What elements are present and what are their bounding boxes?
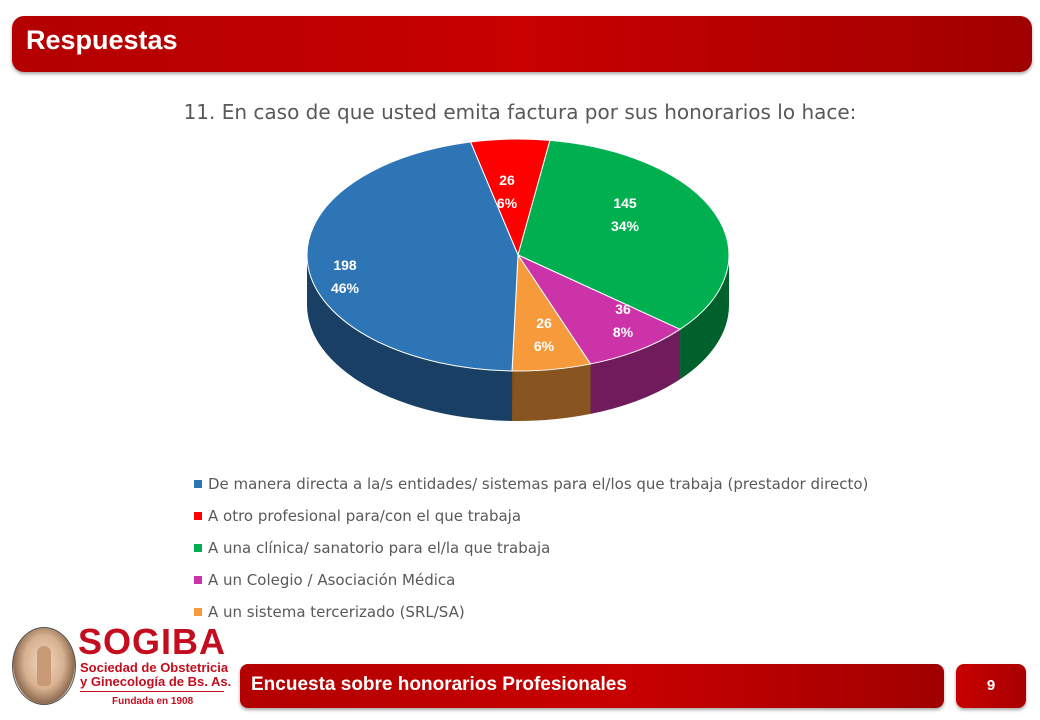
legend-item: A un sistema tercerizado (SRL/SA): [194, 596, 868, 628]
legend-swatch: [194, 544, 202, 552]
sogiba-logo: SOGIBA Sociedad de Obstetricia y Ginecol…: [10, 621, 240, 713]
logo-subtitle-line1: Sociedad de Obstetricia: [80, 660, 229, 675]
header-title: Respuestas: [26, 25, 178, 55]
legend-swatch: [194, 512, 202, 520]
legend-swatch: [194, 608, 202, 616]
legend-label: A otro profesional para/con el que traba…: [208, 507, 522, 525]
data-label-value-2: 145: [613, 195, 637, 211]
data-label-value-1: 26: [499, 172, 515, 188]
legend-label: De manera directa a la/s entidades/ sist…: [208, 475, 869, 493]
legend-item: A un Colegio / Asociación Médica: [194, 564, 868, 596]
data-label-percent-3: 8%: [613, 324, 634, 340]
legend-label: A una clínica/ sanatorio para el/la que …: [208, 539, 551, 557]
logo-divider: [80, 691, 224, 692]
pie-side-4: [512, 363, 591, 421]
legend-swatch: [194, 576, 202, 584]
data-label-value-0: 198: [333, 257, 357, 273]
data-label-percent-1: 6%: [497, 195, 518, 211]
data-label-percent-2: 34%: [611, 218, 640, 234]
footer-title: Encuesta sobre honorarios Profesionales: [251, 674, 627, 695]
pie-slice-0: [306, 141, 519, 372]
pie-slice-2: [517, 139, 730, 330]
pie-side-0: [307, 255, 513, 421]
pie-side-2: [680, 255, 729, 380]
data-label-value-4: 26: [536, 315, 552, 331]
chart-legend: De manera directa a la/s entidades/ sist…: [194, 468, 868, 628]
data-label-percent-4: 6%: [534, 338, 555, 354]
logo-subtitle: Sociedad de Obstetricia y Ginecología de…: [80, 661, 231, 689]
chart-title: 11. En caso de que usted emita factura p…: [183, 100, 857, 124]
data-label-value-3: 36: [615, 301, 631, 317]
page-number: 9: [986, 677, 996, 694]
logo-seal-icon: [12, 627, 76, 705]
footer-bar: Encuesta sobre honorarios Profesionales: [240, 664, 944, 708]
data-label-percent-0: 46%: [331, 280, 360, 296]
pie-side-3: [590, 329, 681, 414]
legend-swatch: [194, 480, 202, 488]
legend-label: A un sistema tercerizado (SRL/SA): [208, 603, 465, 621]
legend-item: De manera directa a la/s entidades/ sist…: [194, 468, 868, 500]
legend-item: A una clínica/ sanatorio para el/la que …: [194, 532, 868, 564]
pie-slice-3: [516, 253, 682, 365]
legend-item: A otro profesional para/con el que traba…: [194, 500, 868, 532]
legend-label: A un Colegio / Asociación Médica: [208, 571, 456, 589]
page-number-box: 9: [956, 664, 1026, 708]
logo-name: SOGIBA: [78, 621, 227, 662]
logo-founded: Fundada en 1908: [112, 696, 194, 707]
logo-subtitle-line2: y Ginecología de Bs. As.: [80, 674, 232, 689]
header-bar: Respuestas: [12, 16, 1032, 72]
